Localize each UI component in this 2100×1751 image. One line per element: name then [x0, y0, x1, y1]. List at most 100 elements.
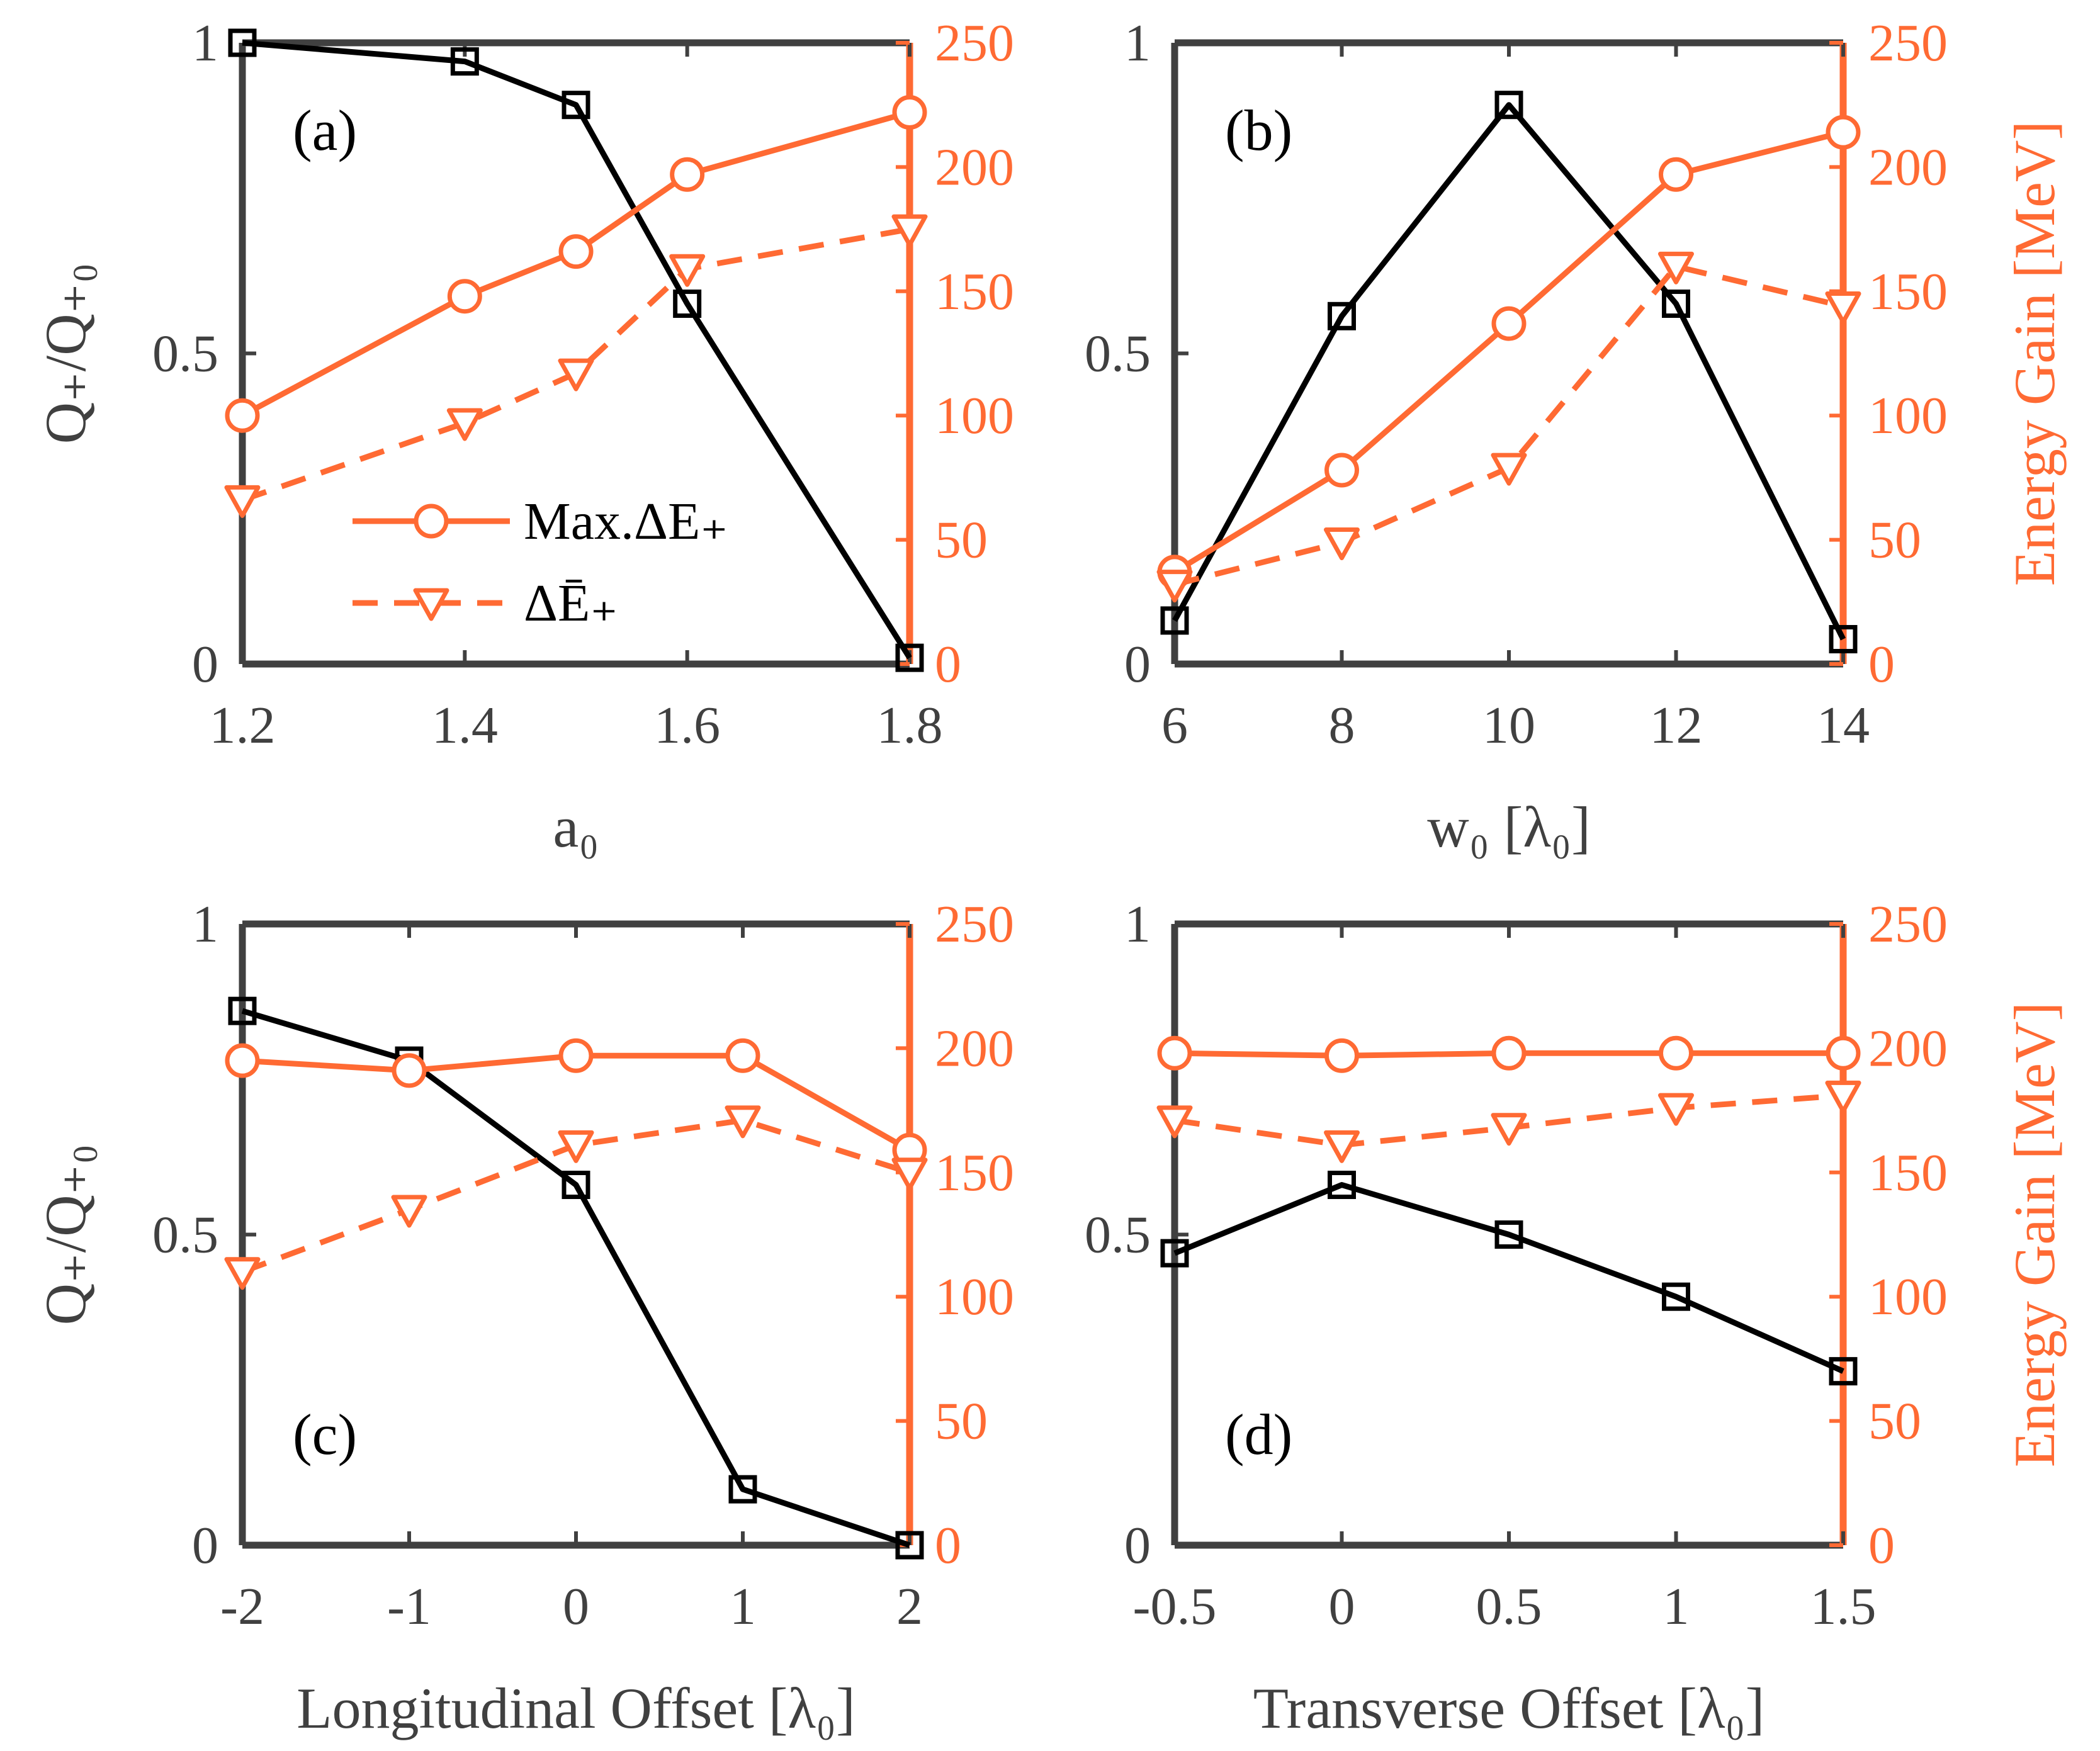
circle-marker: [1659, 1035, 1693, 1071]
y-right-tick-label: 250: [1868, 14, 1948, 72]
circle-marker: [670, 157, 705, 192]
square-marker: [1328, 301, 1356, 330]
y-right-axis-label: Energy Gain [MeV]: [2002, 1002, 2067, 1467]
y-right-tick-label: 50: [1868, 511, 1921, 570]
y-right-tick-label: 250: [1868, 895, 1948, 954]
y-right-tick-label: 200: [935, 138, 1014, 196]
square-marker: [562, 91, 590, 120]
x-tick-label: 1.2: [210, 696, 276, 755]
triangle-marker: [1658, 251, 1694, 284]
square-marker: [895, 643, 924, 672]
panel-a: 1.2 1.4 1.6 1.800.51050100150200250(a)a₀Q₊/…: [33, 14, 1014, 859]
y-right-tick-label: 150: [935, 1144, 1014, 1202]
y-right-tick-label: 200: [935, 1019, 1014, 1078]
y-right-tick-label: 200: [1868, 138, 1948, 196]
y-right-tick-label: 250: [935, 14, 1014, 72]
y-right-tick-label: 100: [935, 386, 1014, 445]
x-tick-label: 1: [730, 1577, 756, 1636]
panel-label: (c): [293, 1402, 357, 1467]
triangle-marker: [669, 254, 706, 287]
y-left-tick-label: 1: [1124, 14, 1151, 72]
circle-marker: [558, 1038, 594, 1073]
x-tick-label: 10: [1482, 696, 1535, 755]
square-marker: [1829, 1357, 1858, 1386]
triangle-marker: [891, 1157, 928, 1191]
legend-label-max: Max.ΔE₊: [524, 492, 728, 551]
square-marker: [1160, 1239, 1189, 1268]
circle-marker: [725, 1038, 760, 1073]
x-tick-label: 0: [1329, 1577, 1355, 1636]
circle-marker: [1324, 1038, 1359, 1073]
triangle-marker: [558, 358, 594, 391]
circle-marker: [225, 398, 260, 433]
triangle-marker: [1825, 1080, 1861, 1113]
square-marker: [895, 1531, 924, 1560]
y-left-tick-label: 1: [192, 14, 218, 72]
panel-label: (b): [1225, 98, 1292, 162]
circle-marker: [1491, 306, 1527, 341]
x-tick-label: 1.4: [432, 696, 498, 755]
square-marker: [1662, 1282, 1690, 1311]
square-marker: [1494, 91, 1523, 120]
x-tick-label: 1.6: [654, 696, 720, 755]
y-left-tick-label: 0: [1124, 635, 1151, 694]
y-right-tick-label: 50: [1868, 1392, 1921, 1451]
circle-marker: [1826, 115, 1861, 150]
panel-d: -0.5 0 0.5 1 1.500.51050100150200250(d)Trans…: [1085, 895, 2067, 1740]
triangle-marker: [224, 1257, 261, 1290]
square-marker: [1160, 606, 1189, 635]
legend-marker-max: [414, 504, 449, 539]
y-left-tick-label: 0: [192, 1516, 218, 1575]
circle-marker: [558, 234, 594, 269]
y-left-tick-label: 0: [192, 635, 218, 694]
y-right-tick-label: 0: [1868, 1516, 1895, 1575]
legend-marker-mean: [413, 588, 449, 621]
series-line-0: [1173, 1182, 1844, 1374]
panel-label: (d): [1225, 1402, 1292, 1467]
circle-marker: [1659, 157, 1693, 192]
circle-marker: [1491, 1035, 1527, 1071]
y-right-tick-label: 100: [935, 1268, 1014, 1326]
y-right-tick-label: 100: [1868, 386, 1948, 445]
triangle-marker: [1491, 453, 1527, 486]
x-tick-label: 2: [896, 1577, 923, 1636]
x-tick-label: -1: [387, 1577, 431, 1636]
x-tick-label: 14: [1817, 696, 1870, 755]
triangle-marker: [891, 214, 928, 247]
y-right-tick-label: 100: [1868, 1268, 1948, 1326]
y-left-tick-label: 1: [1124, 895, 1151, 954]
square-marker: [1829, 625, 1858, 654]
square-marker: [562, 1171, 590, 1200]
square-marker: [728, 1475, 757, 1504]
x-axis-label: Transverse Offset [λ₀]: [1253, 1676, 1765, 1740]
x-tick-label: -0.5: [1133, 1577, 1217, 1636]
triangle-marker: [1156, 1105, 1193, 1139]
y-left-axis-label: Q₊/Q₊₀: [33, 1144, 98, 1326]
y-right-tick-label: 200: [1868, 1019, 1948, 1078]
series-line-1: [1173, 129, 1844, 575]
square-marker: [673, 290, 702, 318]
triangle-marker: [224, 485, 261, 518]
y-right-axis-label: Energy Gain [MeV]: [2002, 121, 2067, 586]
y-right-tick-label: 0: [935, 635, 961, 694]
triangle-marker: [391, 1195, 427, 1228]
x-axis-label: Longitudinal Offset [λ₀]: [296, 1676, 855, 1740]
square-marker: [450, 47, 479, 76]
series-line-0: [241, 1008, 911, 1548]
y-right-tick-label: 150: [935, 262, 1014, 321]
x-tick-label: -2: [220, 1577, 264, 1636]
square-marker: [228, 28, 257, 57]
x-axis-label: w₀ [λ₀]: [1427, 795, 1590, 859]
y-left-tick-label: 0.5: [1085, 325, 1151, 383]
y-left-tick-label: 0.5: [152, 325, 218, 383]
x-tick-label: 6: [1161, 696, 1188, 755]
x-tick-label: 8: [1329, 696, 1355, 755]
triangle-marker: [725, 1105, 761, 1139]
triangle-marker: [1156, 570, 1193, 603]
triangle-marker: [1658, 1093, 1694, 1126]
square-marker: [1494, 1220, 1523, 1249]
y-left-tick-label: 1: [192, 895, 218, 954]
legend: Max.ΔE₊ ΔĒ₊: [353, 492, 728, 633]
x-tick-label: 1: [1663, 1577, 1690, 1636]
